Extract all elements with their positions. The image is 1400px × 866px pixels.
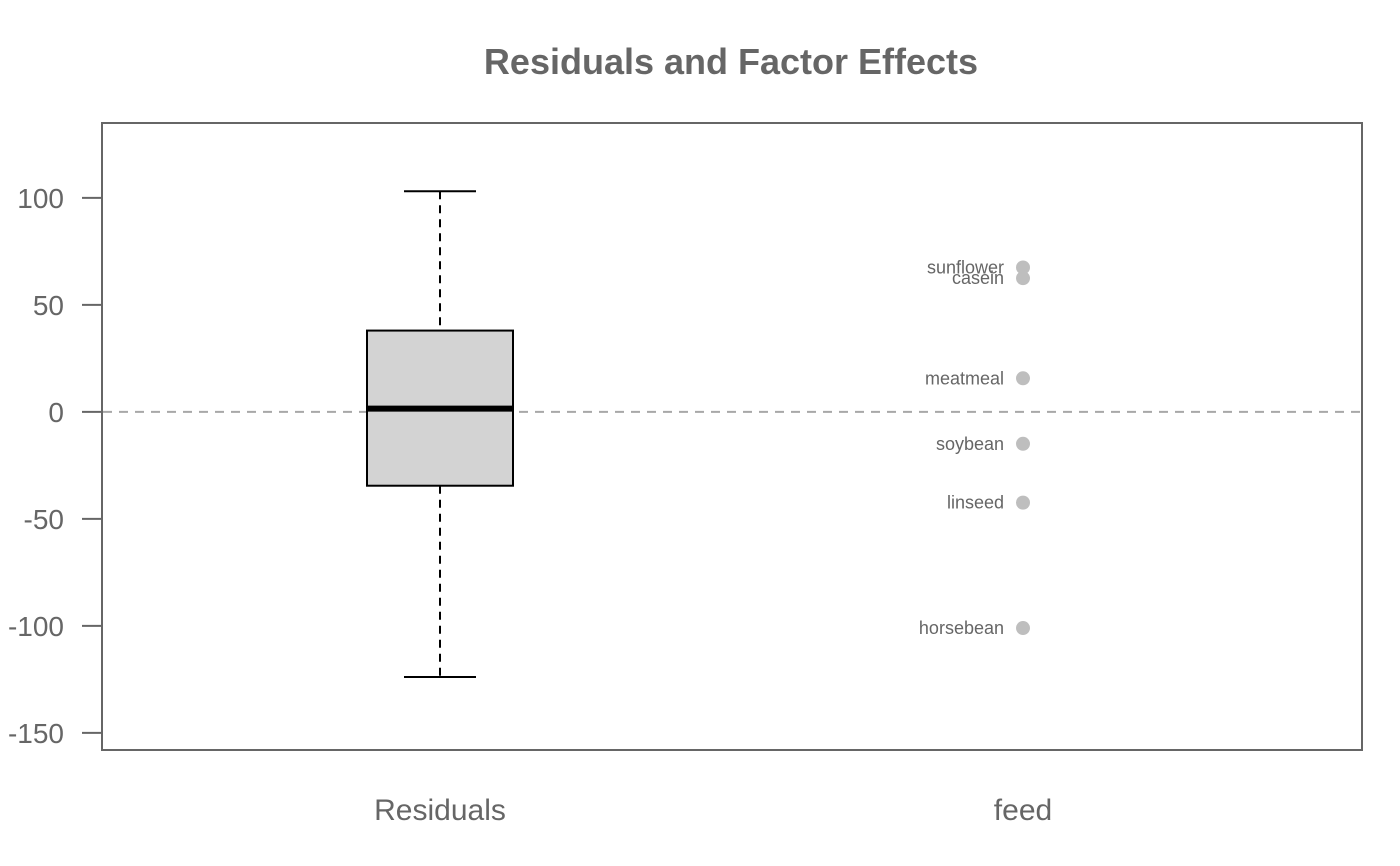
residuals-boxplot (366, 190, 514, 679)
y-axis: 100 50 0 -50 -100 -150 (8, 183, 102, 749)
effect-point-soybean (1016, 436, 1030, 451)
y-tick-label: -150 (8, 718, 64, 749)
plot-frame (101, 122, 1363, 751)
effect-point-sunflower (1016, 260, 1030, 275)
x-category-feed: feed (994, 794, 1052, 827)
y-tick-label: 50 (33, 290, 64, 321)
effect-label-linseed: linseed (947, 493, 1004, 513)
effect-point-meatmeal (1016, 371, 1030, 386)
y-tick-label: 100 (17, 183, 64, 214)
y-tick-label: 0 (48, 397, 64, 428)
effect-point-casein (1016, 271, 1030, 286)
effect-point-horsebean (1016, 621, 1030, 636)
effect-label-casein: casein (952, 268, 1004, 288)
effect-label-soybean: soybean (936, 434, 1004, 454)
effect-point-linseed (1016, 495, 1030, 510)
y-tick-label: -50 (24, 504, 64, 535)
effect-label-meatmeal: meatmeal (925, 368, 1004, 388)
y-tick-label: -100 (8, 611, 64, 642)
effect-label-sunflower: sunflower (927, 257, 1004, 277)
x-category-residuals: Residuals (374, 794, 506, 827)
chart-title: Residuals and Factor Effects (484, 41, 978, 82)
effect-label-horsebean: horsebean (919, 618, 1004, 638)
